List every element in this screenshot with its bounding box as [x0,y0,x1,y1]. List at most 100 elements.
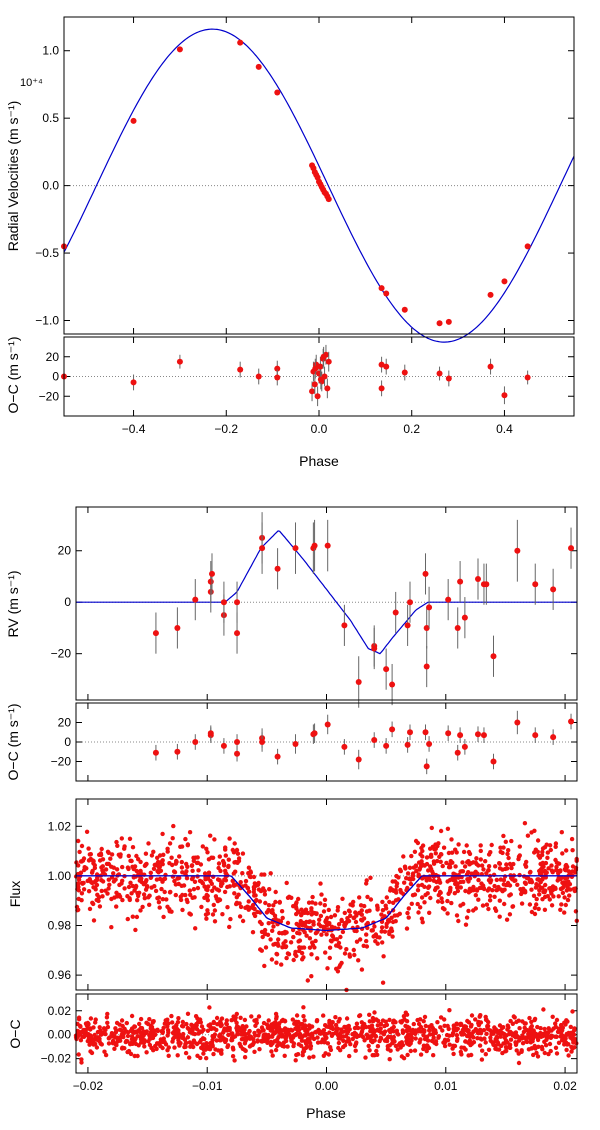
photometry-point [256,887,262,892]
x-tick-label: 0.00 [315,1079,339,1093]
photometry-point [252,913,258,919]
photometry-point [266,921,271,926]
photometry-point [459,1052,464,1057]
photometry-point [193,1014,199,1019]
photometry-point [107,882,112,887]
photometry-point [564,888,569,893]
photometry-point [409,853,414,859]
photometry-point [198,1055,203,1061]
photometry-point [152,862,157,868]
plot-frame [75,798,578,991]
photometry-point [415,901,420,907]
photometry-point [189,876,195,882]
data-point [130,117,137,124]
photometry-point [456,842,461,847]
photometry-point [155,1027,160,1033]
photometry-point [477,1014,482,1019]
photometry-point [192,879,198,884]
photometry-point [501,845,506,850]
model-curve [76,875,577,932]
photometry-point [294,900,299,905]
photometry-point [365,894,370,900]
photometry-point [327,945,333,950]
photometry-point [307,1037,312,1042]
photometry-point [290,927,296,933]
photometry-point [384,1036,389,1042]
photometry-point [410,873,416,879]
photometry-point [509,865,514,871]
data-point [383,290,390,297]
photometry-point [342,921,347,926]
photometry-point [391,1018,396,1023]
photometry-point [281,941,286,946]
data-point [457,578,464,585]
photometry-point [418,1037,423,1043]
photometry-point [309,952,314,957]
photometry-point [223,845,228,850]
photometry-point [183,1041,188,1047]
photometry-point [431,861,437,866]
photometry-point [435,1020,440,1025]
photometry-point [442,1017,447,1022]
photometry-point [478,1036,483,1041]
data-point [152,749,159,756]
photometry-point [157,905,162,910]
photometry-point [548,1048,553,1054]
photometry-point [406,915,411,920]
photometry-point [553,885,558,890]
photometry-point [501,833,506,839]
photometry-point [84,829,90,834]
photometry-point [316,922,322,927]
photometry-point [544,1037,549,1043]
photometry-point [162,876,168,881]
photometry-point [393,919,398,924]
photometry-point [315,1040,321,1045]
rv-full-residual-panel: −20 0 20 −0.4 −0.2 0.0 0.2 0.4 O−C (m s⁻¹) Phas… [5,336,575,469]
photometry-point [270,1053,275,1058]
photometry-point [548,847,553,853]
photometry-point [212,837,217,842]
photometry-point [125,894,130,899]
data-point [501,392,508,399]
photometry-point [438,1015,444,1020]
photometry-point [251,1037,256,1042]
photometry-point [454,850,459,855]
photometry-point [398,1019,403,1024]
photometry-point [327,1020,332,1026]
photometry-point [105,1011,110,1017]
photometry-point [420,848,425,854]
photometry-point [183,1050,189,1056]
photometry-point [567,893,572,898]
photometry-point [549,863,554,868]
photometry-point [254,1017,259,1023]
photometry-point [286,952,292,957]
photometry-point [253,893,258,898]
photometry-point [124,1029,129,1034]
photometry-point [507,861,513,867]
photometry-point [271,942,276,947]
photometry-point [465,860,470,865]
photometry-point [290,1017,295,1022]
data-point [383,363,390,370]
photometry-point [165,1048,170,1053]
photometry-point [485,1026,490,1032]
photometry-point [161,914,166,920]
photometry-point [235,860,240,865]
photometry-point [165,1033,170,1038]
photometry-point [388,1029,393,1035]
photometry-point [140,904,145,910]
photometry-point [309,908,314,913]
photometry-point [153,1043,158,1049]
y-tick-label: −0.5 [35,246,59,260]
photometry-point [273,1039,279,1044]
photometry-point [519,901,525,906]
photometry-point [199,1024,205,1029]
photometry-point [120,864,125,870]
photometry-point [388,888,393,893]
photometry-point [527,879,532,885]
photometry-point [125,865,131,870]
photometry-point [405,910,410,916]
y-tick-label: 20 [58,544,72,558]
photometry-point [517,1026,522,1031]
photometry-point [104,1015,110,1020]
